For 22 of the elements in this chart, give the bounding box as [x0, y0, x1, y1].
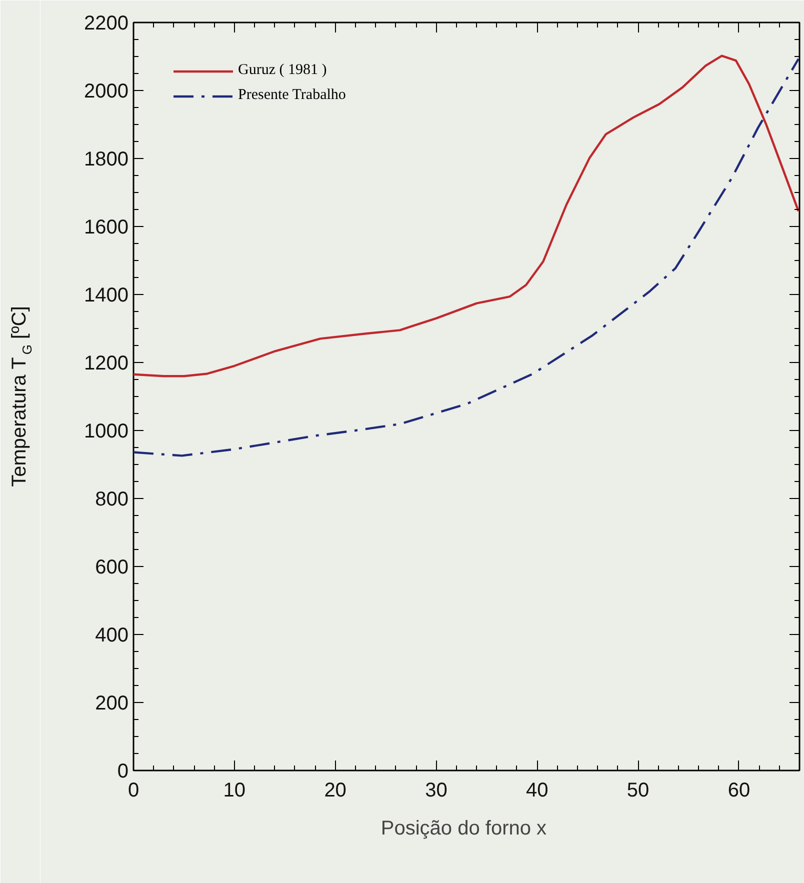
x-tick-label: 10: [223, 780, 246, 802]
y-tick-label: 400: [95, 624, 129, 646]
x-tick-label: 20: [324, 780, 346, 802]
y-tick-label: 800: [95, 488, 129, 510]
y-axis-title: Temperatura TG [ºC]: [8, 306, 34, 487]
y-tick-label: 1000: [84, 420, 129, 442]
x-tick-label: 60: [728, 780, 750, 802]
y-tick-label: 1800: [84, 148, 129, 170]
y-tick-label: 2200: [84, 12, 129, 34]
y-tick-label: 1400: [84, 284, 129, 306]
y-tick-label: 2000: [84, 80, 129, 102]
y-tick-label: 0: [117, 760, 128, 782]
y-tick-label: 600: [95, 556, 129, 578]
x-tick-label: 50: [626, 780, 650, 802]
y-tick-label: 200: [95, 692, 129, 714]
x-tick-label: 30: [425, 780, 448, 802]
x-axis-title: Posição do forno x: [380, 818, 547, 840]
y-tick-label: 1600: [84, 216, 129, 238]
x-tick-label: 40: [526, 780, 548, 802]
legend-label: Guruz ( 1981 ): [238, 62, 327, 79]
legend-label: Presente Trabalho: [238, 87, 346, 104]
y-tick-label: 1200: [84, 352, 129, 374]
